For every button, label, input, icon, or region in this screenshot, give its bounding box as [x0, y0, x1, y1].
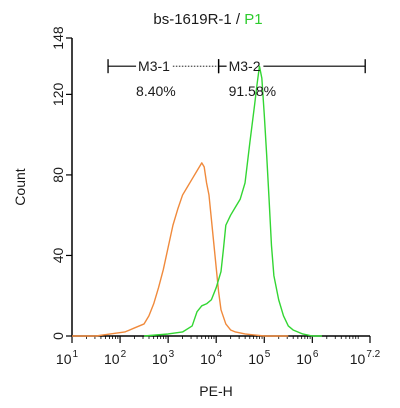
x-tick-label: 105	[248, 349, 271, 367]
y-tick-label: 0	[50, 332, 66, 340]
x-tick-exponent: 5	[265, 349, 271, 360]
gate-name: M3-1	[138, 58, 170, 74]
title-gate: P1	[244, 11, 262, 28]
x-tick-label: 101	[56, 349, 79, 367]
gate-name: M3-2	[229, 58, 261, 74]
x-tick-base: 10	[56, 351, 72, 367]
gates-layer: M3-1 8.40% M3-2 91.58%	[107, 58, 366, 99]
histogram-series-1	[72, 162, 289, 337]
x-tick-exponent: 6	[313, 349, 319, 360]
x-tick-exponent: 7.2	[366, 349, 380, 360]
x-tick-base: 10	[296, 351, 312, 367]
y-axis-label: Count	[12, 168, 28, 205]
x-tick-base: 10	[152, 351, 168, 367]
x-tick-base: 10	[200, 351, 216, 367]
x-tick-exponent: 4	[217, 349, 223, 360]
histogram-series-2	[144, 65, 322, 337]
x-tick-exponent: 2	[121, 349, 127, 360]
x-tick-label: 102	[104, 349, 127, 367]
x-axis-label: PE-H	[199, 383, 232, 399]
y-tick-label: 120	[50, 82, 66, 106]
x-tick-exponent: 3	[169, 349, 175, 360]
y-tick-label: 40	[50, 247, 66, 263]
x-tick-label: 104	[200, 349, 223, 367]
y-tick-label: 80	[50, 167, 66, 183]
x-tick-exponent: 1	[73, 349, 79, 360]
x-tick-label: 107.2	[350, 349, 381, 367]
y-tick-label: 148	[50, 26, 66, 50]
y-ticks: 0 40 80 120 148	[50, 26, 72, 340]
gate-percent: 91.58%	[229, 83, 276, 99]
plot-axes	[71, 38, 370, 337]
x-tick-base: 10	[104, 351, 120, 367]
series-layer	[72, 65, 322, 337]
gate-marker-1: M3-1 8.40%	[107, 58, 220, 99]
gate-marker-2: M3-2 91.58%	[217, 58, 366, 99]
chart-title: bs-1619R-1 / P1	[153, 11, 262, 28]
title-sample: bs-1619R-1	[153, 11, 231, 28]
title-separator: /	[232, 11, 245, 28]
x-tick-label: 106	[296, 349, 319, 367]
gate-percent: 8.40%	[136, 83, 176, 99]
x-tick-label: 103	[152, 349, 175, 367]
x-ticks: 101 102 103 104 105 106 107.2	[56, 336, 381, 367]
x-tick-base: 10	[248, 351, 264, 367]
x-tick-base: 10	[350, 351, 366, 367]
